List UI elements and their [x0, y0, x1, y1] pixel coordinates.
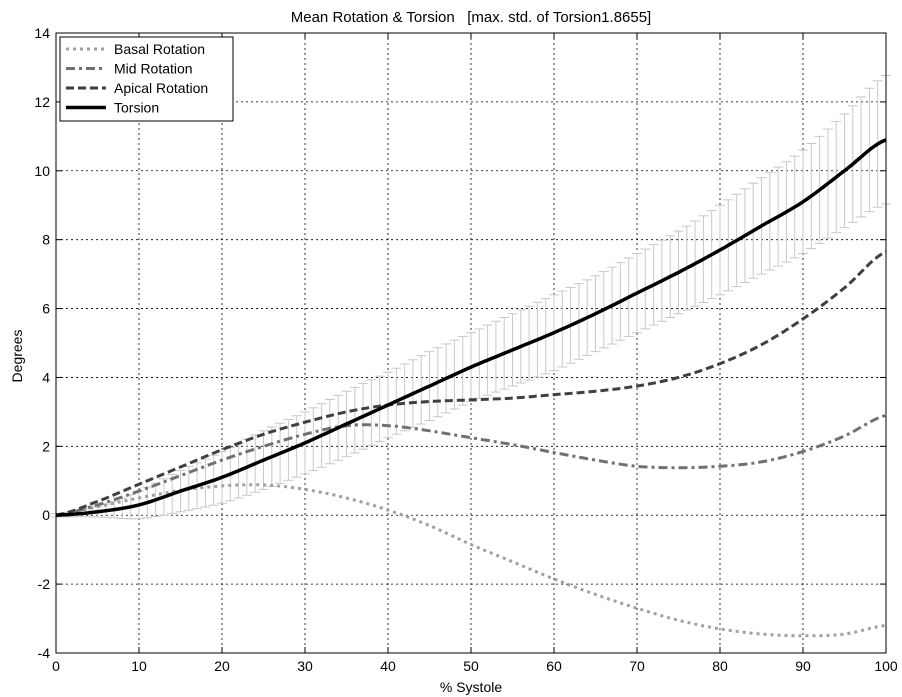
legend: Basal Rotation Mid Rotation Apical Rotatio…: [59, 36, 234, 122]
y-tick-label: 6: [42, 301, 50, 317]
chart-title: Mean Rotation & Torsion [max. std. of To…: [291, 9, 651, 26]
x-axis-label: % Systole: [440, 679, 502, 695]
y-tick-label: 10: [34, 163, 50, 179]
x-tick-label: 20: [214, 658, 230, 674]
x-tick-label: 80: [712, 658, 728, 674]
y-tick-label: 14: [34, 25, 50, 41]
y-axis-label: Degrees: [9, 330, 25, 383]
axis-ticks: 0 10 20 30 40 50 60 70 80 90 100 -4 -2 0 2 4 6 8 10 12 14: [34, 25, 897, 674]
y-tick-label: 2: [42, 438, 50, 454]
grid: [56, 33, 886, 653]
series-line-torsion: [55, 138, 887, 517]
legend-label-mid-rotation: Mid Rotation: [114, 61, 193, 77]
y-tick-label: 0: [42, 507, 50, 523]
x-tick-label: 0: [52, 658, 60, 674]
legend-label-apical-rotation: Apical Rotation: [114, 80, 208, 96]
x-tick-label: 50: [463, 658, 479, 674]
series-line-mid-rotation: [55, 413, 887, 517]
series-line-basal-rotation: [55, 483, 887, 638]
x-tick-label: 30: [297, 658, 313, 674]
x-tick-label: 70: [629, 658, 645, 674]
y-tick-label: -4: [38, 645, 51, 661]
series-line-apical-rotation: [55, 250, 887, 517]
y-tick-label: -2: [38, 576, 51, 592]
y-tick-label: 4: [42, 369, 50, 385]
series-lines: [55, 138, 887, 638]
x-tick-label: 40: [380, 658, 396, 674]
x-tick-label: 10: [131, 658, 147, 674]
legend-label-torsion: Torsion: [114, 100, 159, 116]
y-tick-label: 8: [42, 232, 50, 248]
torsion-error-bars: [51, 75, 891, 520]
x-tick-label: 100: [874, 658, 898, 674]
legend-label-basal-rotation: Basal Rotation: [114, 41, 205, 57]
x-tick-label: 90: [795, 658, 811, 674]
y-tick-label: 12: [34, 94, 50, 110]
x-tick-label: 60: [546, 658, 562, 674]
